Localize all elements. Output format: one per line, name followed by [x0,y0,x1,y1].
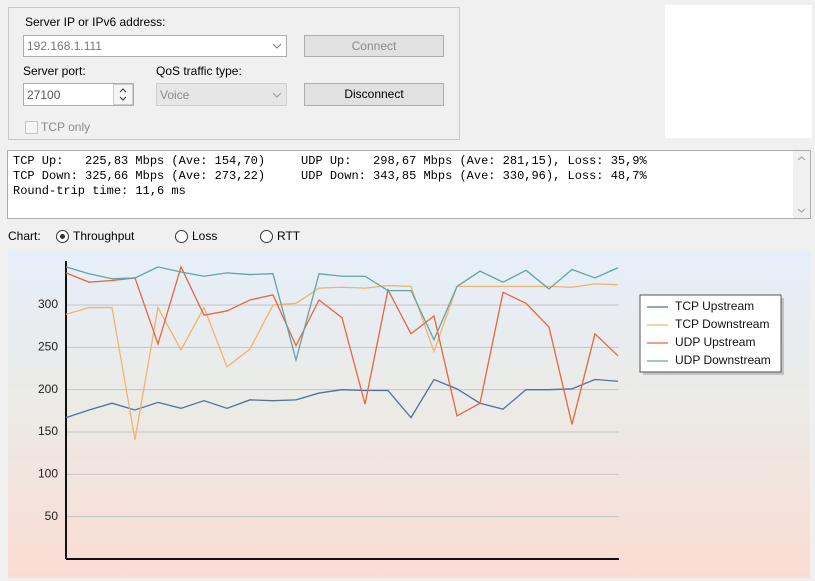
legend-label: TCP Downstream [675,317,769,331]
radio-button[interactable] [56,230,69,243]
qos-label: QoS traffic type: [156,64,242,78]
radio-button[interactable] [175,230,188,243]
y-tick-label: 150 [38,424,58,438]
scrollbar [793,151,810,218]
stats-textbox [7,150,811,219]
y-tick-label: 300 [38,297,58,311]
legend-label: UDP Upstream [675,335,755,349]
connection-group [8,7,460,140]
qos-value: Voice [160,88,190,102]
series-line [65,283,619,440]
legend-label: UDP Downstream [675,353,771,367]
port-value: 27100 [27,88,61,102]
server-value: 192.168.1.111 [27,39,102,53]
series-line [65,266,619,363]
port-label: Server port: [23,64,86,78]
series-line [65,265,619,425]
radio-button[interactable] [260,230,273,243]
combo-arrow [272,43,282,49]
tcp-only-checkbox[interactable] [25,121,38,134]
server-label: Server IP or IPv6 address: [25,15,166,29]
server-combo[interactable]: 192.168.1.111 [23,35,287,57]
series-line [65,378,619,419]
stats-line: TCP Up: 225,83 Mbps (Ave: 154,70) UDP Up… [13,154,647,168]
blank-panel [665,5,812,138]
stats-line: Round-trip time: 11,6 ms [13,184,186,198]
y-tick-label: 250 [38,340,58,354]
radio-label: Loss [192,229,218,243]
y-tick-label: 200 [38,382,58,396]
spin-arrows [113,84,133,105]
stats-line: TCP Down: 325,66 Mbps (Ave: 273,22) UDP … [13,169,647,183]
combo-arrow [272,92,282,98]
disconnect-button[interactable]: Disconnect [304,83,444,106]
qos-combo[interactable]: Voice [156,83,287,106]
legend-box [639,294,782,373]
chart-label: Chart: [8,229,41,243]
radio-label: Throughput [73,229,135,243]
radio-label: RTT [277,229,301,243]
connect-button[interactable]: Connect [304,35,444,57]
radio-dot [60,234,65,239]
y-tick-label: 100 [38,467,58,481]
port-spinbox[interactable]: 27100 [23,83,134,106]
y-tick-label: 50 [45,509,59,523]
tcp-only-label: TCP only [41,120,91,134]
legend-label: TCP Upstream [675,299,754,313]
